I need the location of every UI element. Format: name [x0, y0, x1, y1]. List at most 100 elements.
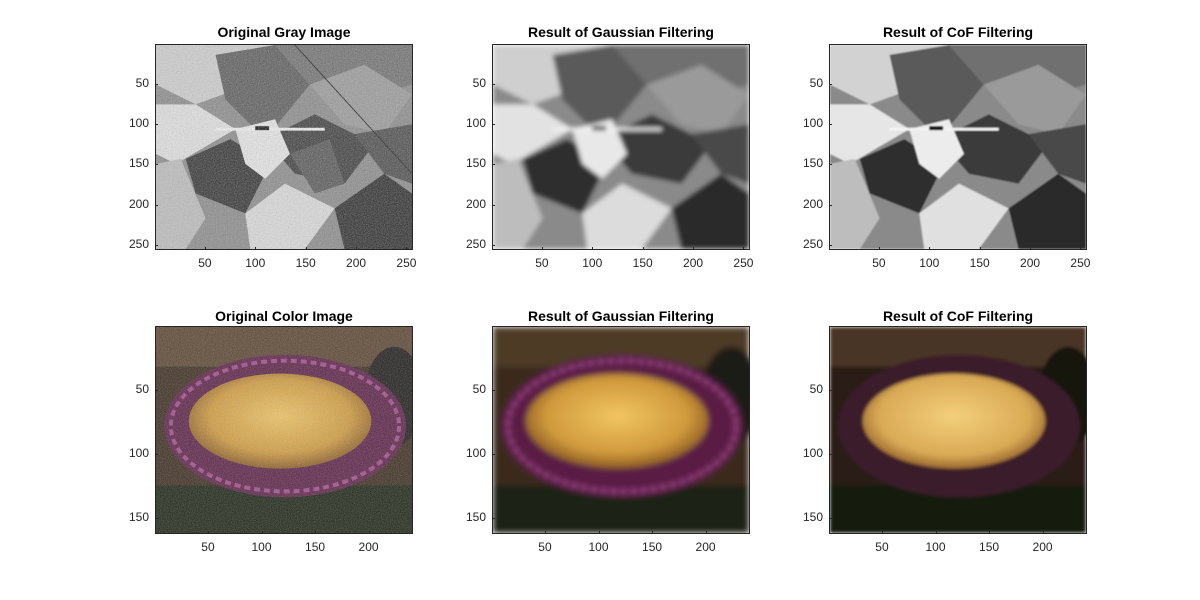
x-tick-label: 100 — [251, 540, 272, 554]
x-tick-mark — [743, 247, 745, 250]
x-tick-label: 150 — [305, 540, 326, 554]
x-tick-mark — [204, 247, 206, 250]
y-tick-mark — [155, 453, 158, 455]
y-tick-label: 50 — [809, 381, 823, 396]
x-tick-label: 250 — [1070, 256, 1091, 270]
panel-title: Result of Gaussian Filtering — [528, 308, 714, 324]
x-tick-label: 200 — [695, 540, 716, 554]
y-tick-label: 100 — [802, 116, 823, 131]
corn-blurred-photo — [493, 327, 749, 533]
x-tick-label: 250 — [733, 256, 754, 270]
x-tick-mark — [592, 247, 594, 250]
y-tick-mark — [829, 517, 832, 519]
x-tick-mark — [705, 531, 707, 534]
x-tick-label: 50 — [875, 540, 889, 554]
x-tick-label: 100 — [919, 256, 940, 270]
y-tick-mark — [155, 124, 158, 126]
x-tick-label: 250 — [396, 256, 417, 270]
y-tick-mark — [155, 204, 158, 206]
x-tick-label: 200 — [1020, 256, 1041, 270]
x-tick-mark — [598, 531, 600, 534]
x-tick-label: 100 — [925, 540, 946, 554]
y-tick-mark — [492, 124, 495, 126]
y-tick-mark — [829, 204, 832, 206]
y-tick-label: 200 — [465, 196, 486, 211]
x-tick-mark — [935, 531, 937, 534]
x-tick-mark — [929, 247, 931, 250]
y-tick-label: 150 — [802, 156, 823, 171]
y-tick-mark — [155, 164, 158, 166]
y-tick-label: 150 — [465, 509, 486, 524]
y-tick-mark — [492, 244, 495, 246]
x-tick-label: 200 — [1032, 540, 1053, 554]
y-tick-label: 50 — [809, 75, 823, 90]
x-tick-label: 100 — [582, 256, 603, 270]
x-tick-label: 150 — [979, 540, 1000, 554]
y-tick-mark — [829, 83, 832, 85]
panel-title: Result of Gaussian Filtering — [528, 24, 714, 40]
x-tick-label: 100 — [588, 540, 609, 554]
x-tick-mark — [406, 247, 408, 250]
corn-basket-photo — [156, 327, 412, 533]
y-tick-label: 100 — [128, 445, 149, 460]
y-tick-label: 50 — [135, 75, 149, 90]
x-tick-label: 200 — [683, 256, 704, 270]
x-tick-mark — [1042, 531, 1044, 534]
x-tick-mark — [979, 247, 981, 250]
y-tick-mark — [492, 83, 495, 85]
x-tick-label: 150 — [642, 540, 663, 554]
x-tick-mark — [878, 247, 880, 250]
x-tick-mark — [652, 531, 654, 534]
x-tick-mark — [881, 531, 883, 534]
gray-blurred-photo — [493, 45, 749, 249]
y-tick-label: 100 — [465, 445, 486, 460]
color-cof-image — [829, 326, 1087, 534]
gray-original-image — [155, 44, 413, 250]
x-tick-label: 50 — [198, 256, 212, 270]
x-tick-label: 150 — [969, 256, 990, 270]
color-original-image — [155, 326, 413, 534]
x-tick-label: 200 — [358, 540, 379, 554]
gray-cof-image — [829, 44, 1087, 250]
x-tick-label: 150 — [632, 256, 653, 270]
x-tick-mark — [261, 531, 263, 534]
y-tick-label: 50 — [472, 75, 486, 90]
y-tick-mark — [155, 517, 158, 519]
y-tick-mark — [492, 204, 495, 206]
y-tick-mark — [492, 164, 495, 166]
x-tick-mark — [356, 247, 358, 250]
y-tick-mark — [829, 244, 832, 246]
y-tick-label: 150 — [128, 156, 149, 171]
y-tick-mark — [155, 389, 158, 391]
x-tick-mark — [544, 531, 546, 534]
y-tick-label: 200 — [802, 196, 823, 211]
panel-gray-gaussian: Result of Gaussian Filtering — [492, 22, 750, 282]
x-tick-mark — [315, 531, 317, 534]
x-tick-label: 50 — [872, 256, 886, 270]
y-tick-mark — [492, 517, 495, 519]
gray-gaussian-image — [492, 44, 750, 250]
y-tick-mark — [829, 453, 832, 455]
y-tick-label: 250 — [128, 236, 149, 251]
x-tick-mark — [642, 247, 644, 250]
gray-cof-photo — [830, 45, 1086, 249]
y-tick-mark — [829, 124, 832, 126]
x-tick-label: 50 — [538, 540, 552, 554]
x-tick-label: 150 — [295, 256, 316, 270]
y-tick-label: 50 — [472, 381, 486, 396]
panel-color-original: Original Color Image — [155, 306, 413, 566]
corn-cof-photo — [830, 327, 1086, 533]
gray-aerial-photo — [156, 45, 412, 249]
y-tick-label: 150 — [128, 509, 149, 524]
y-tick-label: 100 — [802, 445, 823, 460]
x-tick-mark — [989, 531, 991, 534]
x-tick-mark — [207, 531, 209, 534]
panel-gray-cof: Result of CoF Filtering — [829, 22, 1087, 282]
y-tick-mark — [155, 83, 158, 85]
y-tick-mark — [829, 389, 832, 391]
y-tick-mark — [155, 244, 158, 246]
panel-title: Original Gray Image — [217, 24, 351, 40]
x-tick-mark — [1030, 247, 1032, 250]
y-tick-mark — [492, 453, 495, 455]
y-tick-label: 250 — [465, 236, 486, 251]
